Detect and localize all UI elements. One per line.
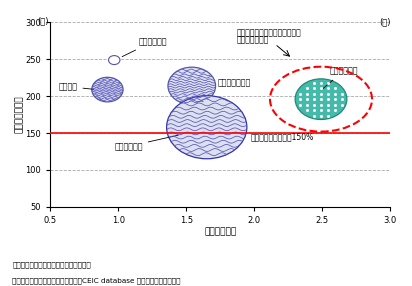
Ellipse shape <box>108 55 120 65</box>
Y-axis label: 貸倒引当金比率: 貸倒引当金比率 <box>15 96 24 134</box>
Text: (％): (％) <box>379 17 391 26</box>
Text: 大型商業銀行: 大型商業銀行 <box>114 135 178 151</box>
Ellipse shape <box>92 77 123 102</box>
Text: 都市商業銀行: 都市商業銀行 <box>122 37 167 57</box>
Text: 外国銀行: 外国銀行 <box>59 82 94 91</box>
X-axis label: 不良債権比率: 不良債権比率 <box>204 228 236 237</box>
Text: 突出して高い。: 突出して高い。 <box>236 36 269 45</box>
Text: 備考：円の大きさは不良債権額を表示。: 備考：円の大きさは不良債権額を表示。 <box>12 262 91 268</box>
Ellipse shape <box>295 79 347 120</box>
Text: 農村商業銀行: 農村商業銀行 <box>323 67 358 88</box>
Ellipse shape <box>168 67 215 105</box>
Text: 株式制商業銀行: 株式制商業銀行 <box>218 78 251 88</box>
Ellipse shape <box>166 96 247 159</box>
Text: 資料：中国銀行業監督管理委員会、CEIC database から経済産業省作成。: 資料：中国銀行業監督管理委員会、CEIC database から経済産業省作成。 <box>12 277 181 284</box>
Text: (％): (％) <box>37 17 49 26</box>
Text: 農村商業銀行の不良債権比率が: 農村商業銀行の不良債権比率が <box>236 28 302 37</box>
Text: 中国政府要求水準＝150%: 中国政府要求水準＝150% <box>250 133 314 142</box>
